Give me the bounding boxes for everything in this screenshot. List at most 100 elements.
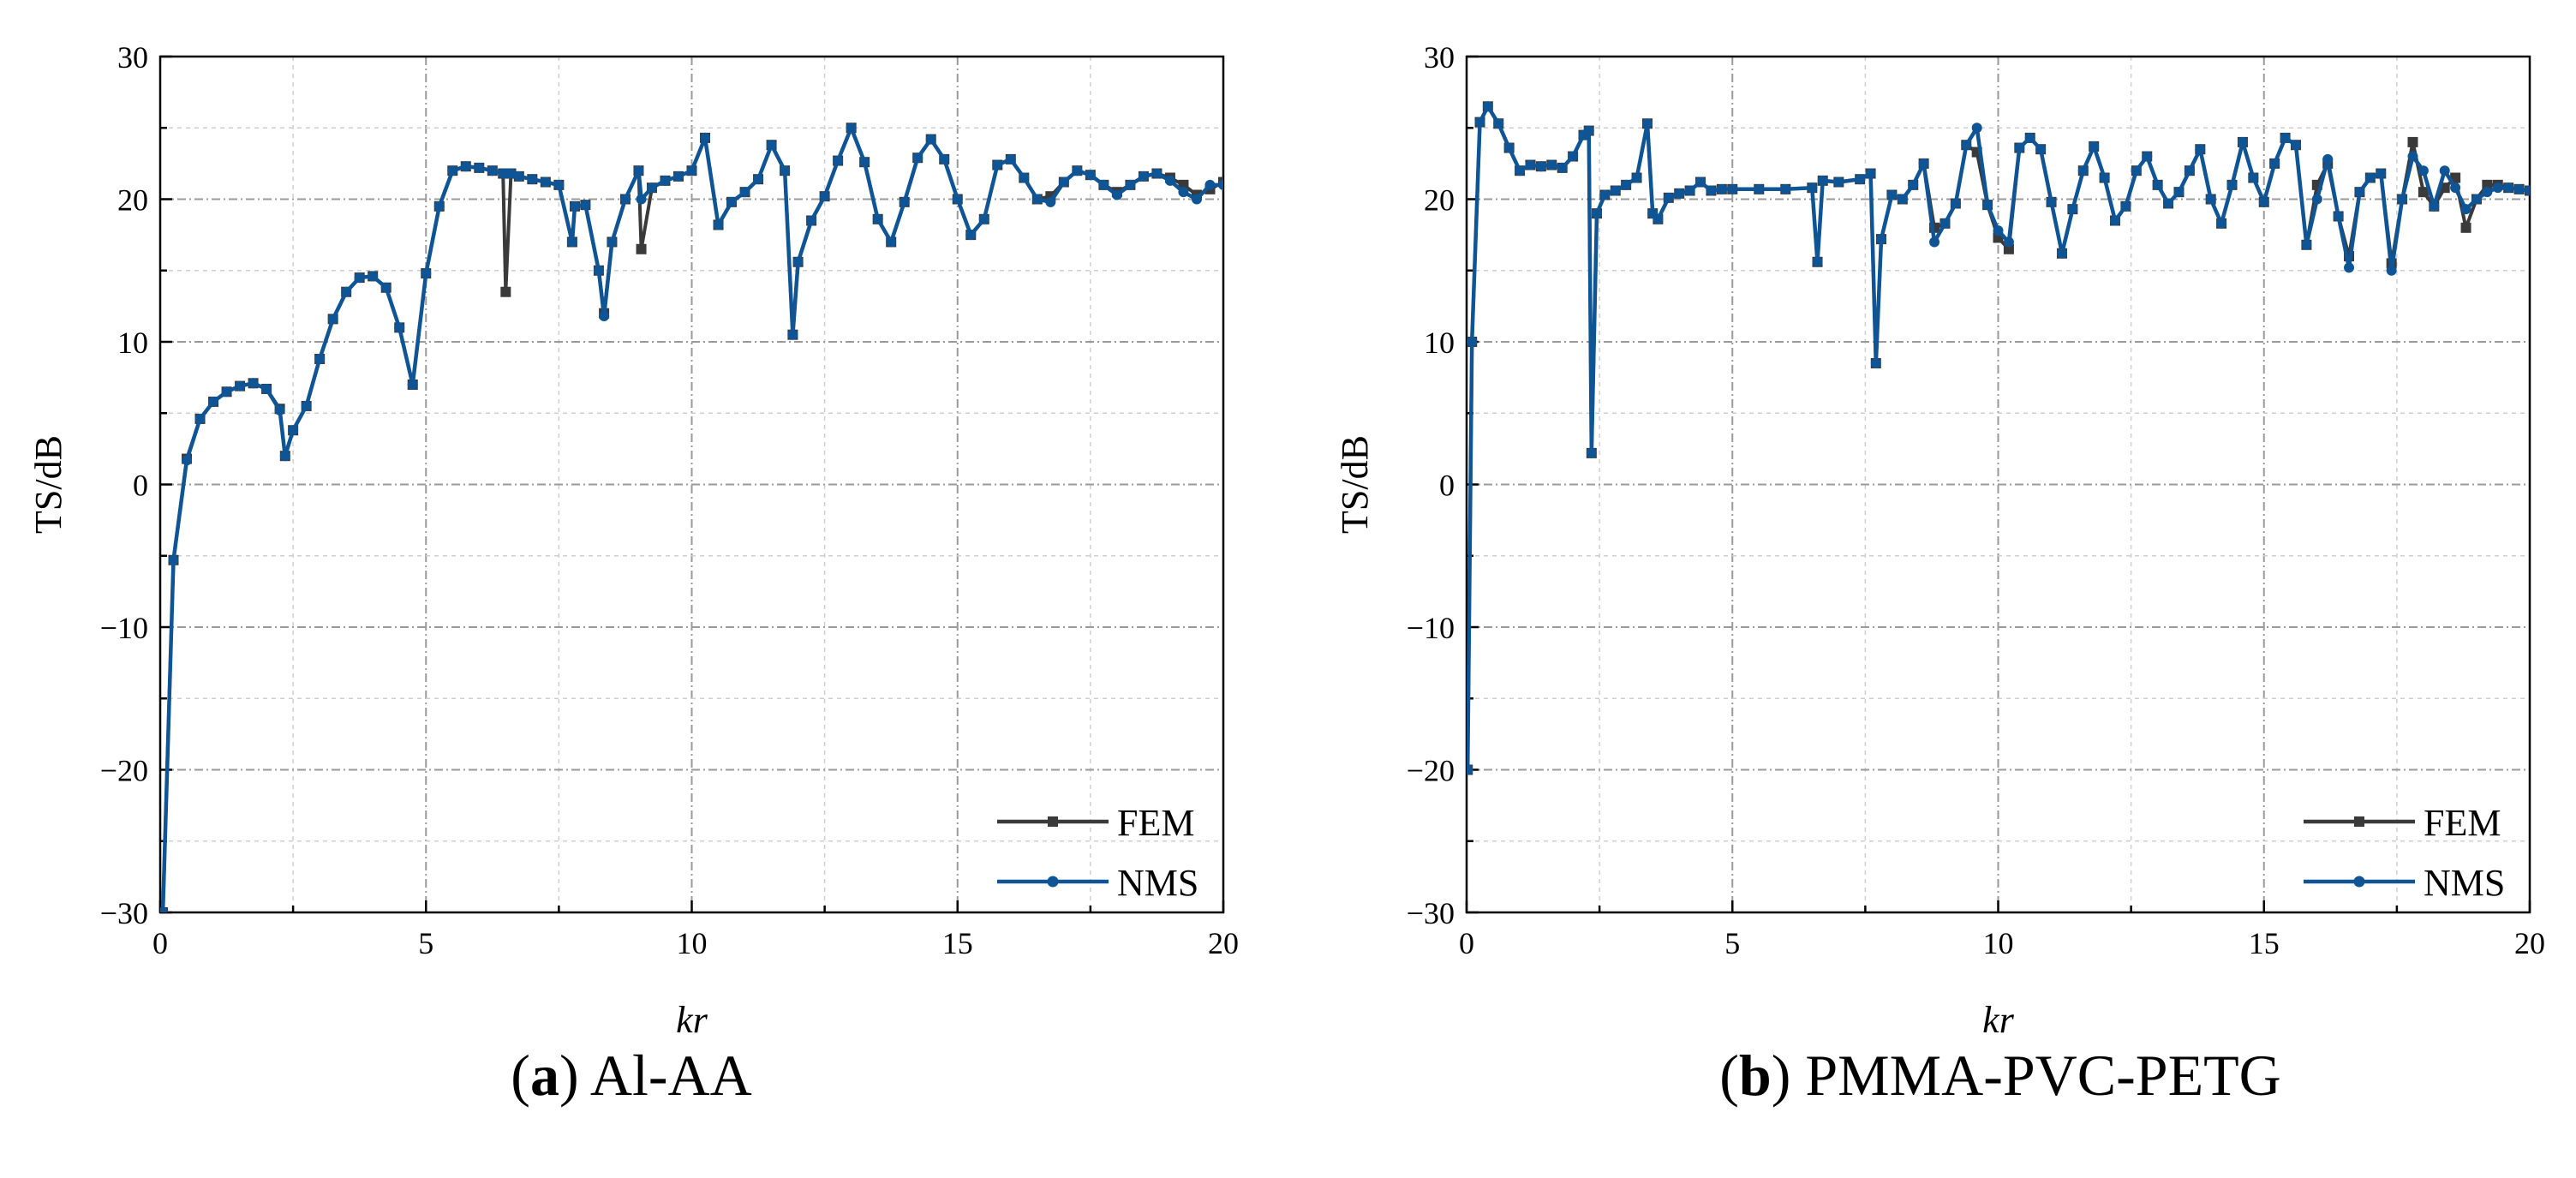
data-point-nms bbox=[505, 168, 517, 179]
data-point-nms bbox=[2460, 204, 2471, 215]
data-point-nms bbox=[2386, 265, 2397, 276]
data-point-nms bbox=[1886, 189, 1898, 200]
data-point-nms bbox=[421, 268, 432, 279]
data-point-nms bbox=[1045, 196, 1056, 207]
y-tick-label: −10 bbox=[100, 611, 148, 645]
data-point-nms bbox=[433, 200, 445, 212]
data-point-nms bbox=[1897, 194, 1908, 205]
data-point-nms bbox=[2003, 236, 2014, 248]
data-point-nms bbox=[1812, 256, 1823, 267]
x-tick-label: 15 bbox=[2249, 926, 2280, 960]
data-point-nms bbox=[1817, 175, 1828, 186]
data-point-nms bbox=[235, 380, 246, 392]
data-point-nms bbox=[1546, 159, 1557, 170]
data-point-nms bbox=[1467, 337, 1478, 347]
data-point-nms bbox=[1982, 200, 1993, 211]
data-point-nms bbox=[553, 179, 565, 190]
data-point-nms bbox=[619, 194, 631, 205]
data-point-nms bbox=[474, 162, 485, 173]
data-point-nms bbox=[912, 152, 923, 164]
data-point-nms bbox=[726, 196, 738, 207]
data-point-nms bbox=[1727, 183, 1738, 194]
y-tick-label: −30 bbox=[100, 896, 148, 930]
data-point-nms bbox=[1058, 176, 1069, 188]
data-point-nms bbox=[1557, 162, 1568, 173]
data-point-nms bbox=[2301, 239, 2312, 250]
data-point-nms bbox=[1467, 764, 1473, 775]
data-point-fem bbox=[2407, 136, 2418, 147]
data-point-nms bbox=[2046, 196, 2057, 207]
data-point-nms bbox=[978, 213, 989, 224]
data-point-nms bbox=[952, 194, 963, 205]
data-point-nms bbox=[939, 153, 950, 164]
data-point-nms bbox=[1706, 185, 1717, 196]
data-point-nms bbox=[1875, 234, 1886, 245]
y-tick-label: 10 bbox=[1424, 326, 1455, 360]
legend-marker-square bbox=[1048, 816, 1058, 827]
data-point-nms bbox=[1072, 165, 1083, 176]
data-point-nms bbox=[274, 404, 285, 416]
data-point-nms bbox=[607, 236, 618, 248]
x-tick-label: 10 bbox=[677, 926, 708, 960]
y-axis-label: TS/dB bbox=[27, 435, 69, 534]
data-point-nms bbox=[739, 187, 750, 198]
data-point-nms bbox=[646, 182, 657, 194]
data-point-nms bbox=[593, 265, 604, 276]
data-point-nms bbox=[1568, 151, 1579, 162]
data-point-nms bbox=[2344, 262, 2355, 273]
data-point-nms bbox=[1807, 182, 1818, 194]
grid bbox=[160, 57, 1223, 912]
plot-area bbox=[160, 123, 1223, 912]
x-tick-label: 0 bbox=[1459, 926, 1474, 960]
data-point-nms bbox=[753, 174, 764, 185]
data-point-nms bbox=[2248, 172, 2259, 183]
y-tick-label: 20 bbox=[117, 183, 148, 218]
data-point-nms bbox=[899, 196, 910, 207]
data-point-nms bbox=[2311, 194, 2322, 205]
panel-caption: (b) PMMA-PVC-PETG bbox=[1719, 1043, 2281, 1108]
data-point-nms bbox=[1780, 183, 1791, 194]
data-point-nms bbox=[846, 123, 857, 134]
data-point-nms bbox=[1586, 447, 1597, 458]
data-point-nms bbox=[2237, 136, 2248, 147]
data-point-nms bbox=[2056, 248, 2067, 259]
data-point-nms bbox=[792, 256, 804, 267]
y-tick-label: 30 bbox=[1424, 40, 1455, 75]
y-tick-label: −20 bbox=[1407, 754, 1455, 788]
y-tick-label: 20 bbox=[1424, 183, 1455, 218]
data-point-nms bbox=[766, 140, 777, 151]
data-point-nms bbox=[354, 272, 365, 284]
data-point-nms bbox=[2418, 165, 2429, 176]
x-tick-label: 10 bbox=[1983, 926, 2014, 960]
data-point-nms bbox=[2216, 218, 2227, 229]
data-point-nms bbox=[1754, 183, 1765, 194]
data-point-nms bbox=[2089, 141, 2100, 152]
legend-label-fem: FEM bbox=[2424, 802, 2501, 844]
data-point-nms bbox=[327, 314, 338, 325]
data-point-nms bbox=[2173, 187, 2185, 198]
data-point-nms bbox=[636, 194, 647, 205]
data-point-nms bbox=[527, 174, 538, 185]
y-axis-label: TS/dB bbox=[1334, 435, 1376, 534]
data-point-nms bbox=[2439, 165, 2450, 176]
data-point-nms bbox=[1218, 179, 1223, 190]
data-point-nms bbox=[2163, 198, 2174, 209]
y-tick-label: −20 bbox=[100, 754, 148, 788]
data-point-nms bbox=[2258, 196, 2269, 207]
data-point-nms bbox=[1610, 185, 1621, 196]
data-point-nms bbox=[819, 191, 830, 202]
data-point-nms bbox=[407, 379, 418, 390]
x-tick-label: 20 bbox=[2514, 926, 2545, 960]
data-point-nms bbox=[806, 215, 817, 226]
data-point-nms bbox=[1855, 174, 1866, 185]
data-point-nms bbox=[1971, 123, 1982, 134]
data-point-nms bbox=[660, 175, 671, 186]
data-point-nms bbox=[2280, 132, 2291, 143]
data-point-fem bbox=[2418, 187, 2429, 198]
data-point-nms bbox=[1204, 179, 1216, 190]
data-point-nms bbox=[2322, 153, 2334, 164]
data-point-nms bbox=[872, 213, 883, 224]
data-point-nms bbox=[1695, 176, 1706, 188]
data-point-nms bbox=[633, 165, 644, 176]
data-point-nms bbox=[2354, 187, 2365, 198]
